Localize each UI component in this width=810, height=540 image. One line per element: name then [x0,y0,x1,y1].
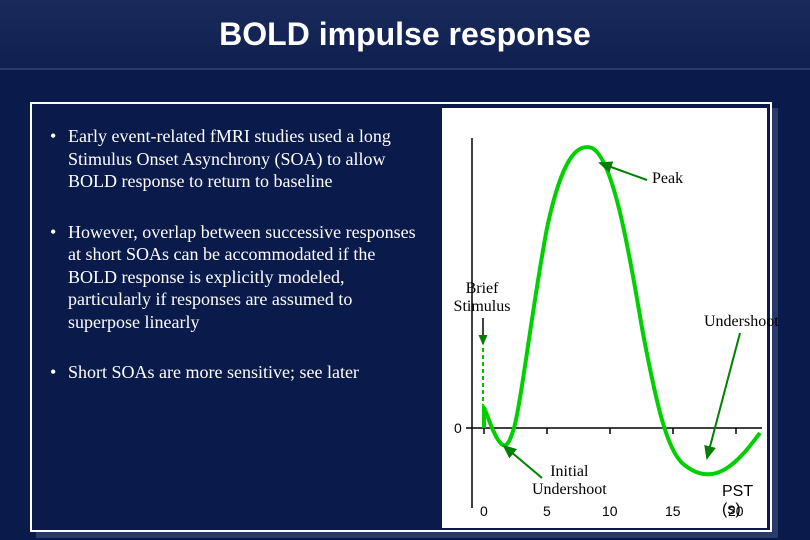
peak-label: Peak [652,170,683,188]
x-tick-label: 0 [480,503,488,519]
undershoot-arrow [707,333,740,458]
initial-undershoot-label: Initial Undershoot [532,463,607,498]
x-axis-label: PST (s) [722,483,767,519]
bullet-dot: • [50,221,68,334]
bullet-item: • Early event-related fMRI studies used … [50,125,420,193]
y-zero-label: 0 [454,420,462,436]
bullet-text: However, overlap between successive resp… [68,221,420,334]
x-tick-label: 10 [602,503,618,519]
x-tick-label: 5 [543,503,551,519]
hrf-curve [484,147,760,474]
slide-title: BOLD impulse response [219,16,591,53]
bullet-item: • Short SOAs are more sensitive; see lat… [50,361,420,384]
x-tick-label: 15 [665,503,681,519]
x-ticks [484,428,736,434]
title-bar: BOLD impulse response [0,0,810,70]
bullet-list: • Early event-related fMRI studies used … [50,125,420,412]
hrf-chart: Peak Brief Stimulus Undershoot Initial U… [442,108,767,528]
bullet-dot: • [50,361,68,384]
bullet-text: Early event-related fMRI studies used a … [68,125,420,193]
content-area: • Early event-related fMRI studies used … [0,70,810,540]
brief-stimulus-label: Brief Stimulus [447,280,517,315]
bullet-text: Short SOAs are more sensitive; see later [68,361,359,384]
bullet-dot: • [50,125,68,193]
undershoot-label: Undershoot [704,313,779,331]
bullet-item: • However, overlap between successive re… [50,221,420,334]
